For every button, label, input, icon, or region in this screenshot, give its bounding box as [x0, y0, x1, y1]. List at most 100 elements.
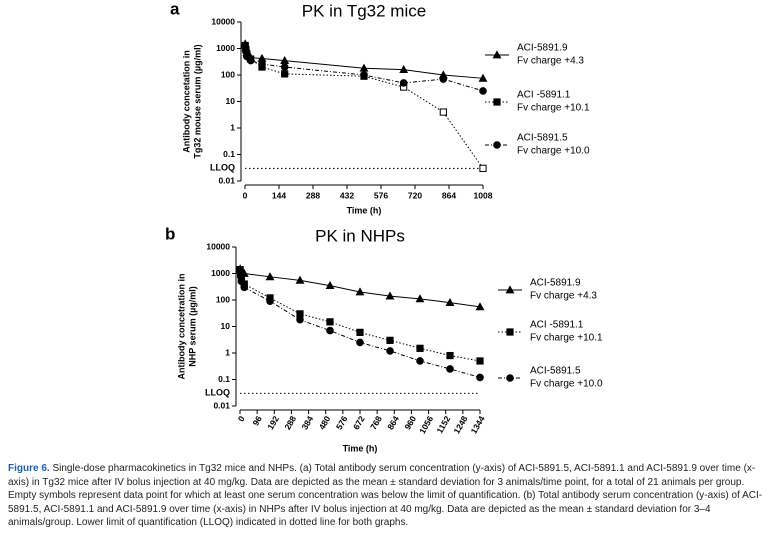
x-tick-label: 576	[374, 190, 388, 200]
marker	[325, 280, 335, 289]
legend-marker	[493, 141, 501, 149]
x-tick-label: 864	[442, 190, 456, 200]
marker	[295, 275, 305, 284]
legend-name: ACI -5891.1	[517, 90, 571, 101]
x-tick-label: 480	[317, 414, 333, 432]
legend-name: ACI-5891.5	[517, 133, 568, 144]
x-tick-label: 768	[368, 414, 384, 432]
x-tick-label: 1248	[451, 414, 469, 436]
y-tick-label: 10000	[206, 241, 230, 251]
series-line	[239, 269, 481, 362]
marker	[416, 357, 424, 365]
x-tick-label: 672	[351, 414, 367, 432]
x-axis-title: Time (h)	[343, 443, 378, 453]
legend-charge: Fv charge +10.0	[517, 146, 590, 157]
lloq-label: LLOQ	[210, 163, 235, 173]
marker	[416, 344, 424, 352]
series-line	[244, 46, 484, 92]
marker	[439, 75, 448, 83]
marker	[476, 373, 484, 382]
legend-charge: Fv charge +10.0	[530, 379, 603, 390]
marker	[446, 351, 454, 360]
x-tick-label: 1008	[474, 190, 493, 200]
x-tick-label: 720	[408, 190, 422, 200]
marker	[439, 108, 447, 116]
marker	[281, 70, 289, 78]
y-axis-title: Antibody concetration in	[176, 273, 186, 379]
legend-marker	[506, 374, 514, 382]
marker	[476, 357, 484, 365]
marker	[246, 56, 255, 65]
y-tick-label: 0.1	[218, 374, 230, 384]
marker	[326, 326, 334, 335]
y-tick-label: 1000	[211, 268, 230, 278]
marker	[266, 297, 274, 306]
marker	[326, 318, 334, 326]
y-tick-label: 100	[221, 69, 235, 79]
marker	[478, 73, 488, 82]
chart-title: PK in Tg32 mice	[302, 1, 426, 20]
lloq-label: LLOQ	[205, 388, 230, 398]
y-tick-label: 10	[226, 96, 236, 106]
marker	[360, 71, 368, 79]
x-tick-label: 432	[340, 190, 354, 200]
y-tick-label: 1	[230, 122, 235, 132]
legend-charge: Fv charge +10.1	[517, 103, 590, 114]
x-axis-title: Time (h)	[347, 205, 382, 215]
panel-label: a	[170, 0, 180, 18]
legend-name: ACI-5891.9	[530, 278, 581, 289]
marker	[399, 79, 408, 87]
y-tick-label: 100	[216, 294, 230, 304]
y-axis-title: NHP serum (µg/ml)	[187, 286, 197, 367]
marker	[385, 291, 395, 300]
x-tick-label: 96	[250, 414, 264, 427]
y-tick-label: 10	[221, 321, 231, 331]
panel-label: b	[165, 224, 175, 243]
x-tick-label: 192	[265, 414, 281, 432]
marker	[296, 315, 304, 324]
caption: Figure 6. Single-dose pharmacokinetics i…	[8, 462, 774, 530]
y-tick-label: 10000	[211, 16, 235, 26]
y-tick-label: 1	[225, 347, 230, 357]
x-tick-label: 288	[306, 190, 320, 200]
x-tick-label: 144	[272, 190, 286, 200]
legend-charge: Fv charge +4.3	[530, 291, 597, 302]
marker	[475, 302, 485, 311]
legend-marker	[492, 50, 502, 59]
series-line	[244, 45, 484, 169]
x-tick-label: 864	[385, 414, 401, 432]
x-tick-label: 0	[243, 190, 248, 200]
caption-label: Figure 6.	[8, 463, 50, 474]
x-tick-label: 288	[282, 414, 298, 432]
legend-name: ACI-5891.9	[517, 43, 568, 54]
marker	[356, 328, 364, 336]
y-tick-label: 0.1	[223, 149, 235, 159]
marker	[258, 60, 266, 68]
legend-name: ACI-5891.5	[530, 366, 581, 377]
marker	[399, 64, 409, 73]
series-line	[239, 270, 481, 378]
legend-charge: Fv charge +4.3	[517, 56, 584, 67]
marker	[386, 336, 394, 344]
x-tick-label: 576	[334, 414, 350, 432]
marker	[280, 63, 289, 71]
x-tick-label: 1056	[417, 414, 435, 436]
marker	[265, 272, 275, 281]
marker	[240, 283, 249, 292]
legend-marker	[493, 98, 501, 106]
caption-text: Single-dose pharmacokinetics in Tg32 mic…	[8, 463, 763, 528]
legend-marker	[506, 328, 514, 336]
x-tick-label: 384	[299, 414, 315, 432]
chart-title: PK in NHPs	[315, 226, 405, 245]
legend-marker	[505, 285, 515, 294]
marker	[356, 338, 364, 347]
marker	[386, 347, 394, 355]
legend-charge: Fv charge +10.1	[530, 333, 603, 344]
x-tick-label: 0	[236, 414, 247, 423]
y-axis-title: Tg32 mouse serum (µg/ml)	[192, 44, 202, 158]
y-tick-label: 1000	[216, 43, 235, 53]
x-tick-label: 960	[402, 414, 418, 432]
marker	[445, 297, 455, 306]
y-tick-label: 0.01	[213, 400, 230, 410]
